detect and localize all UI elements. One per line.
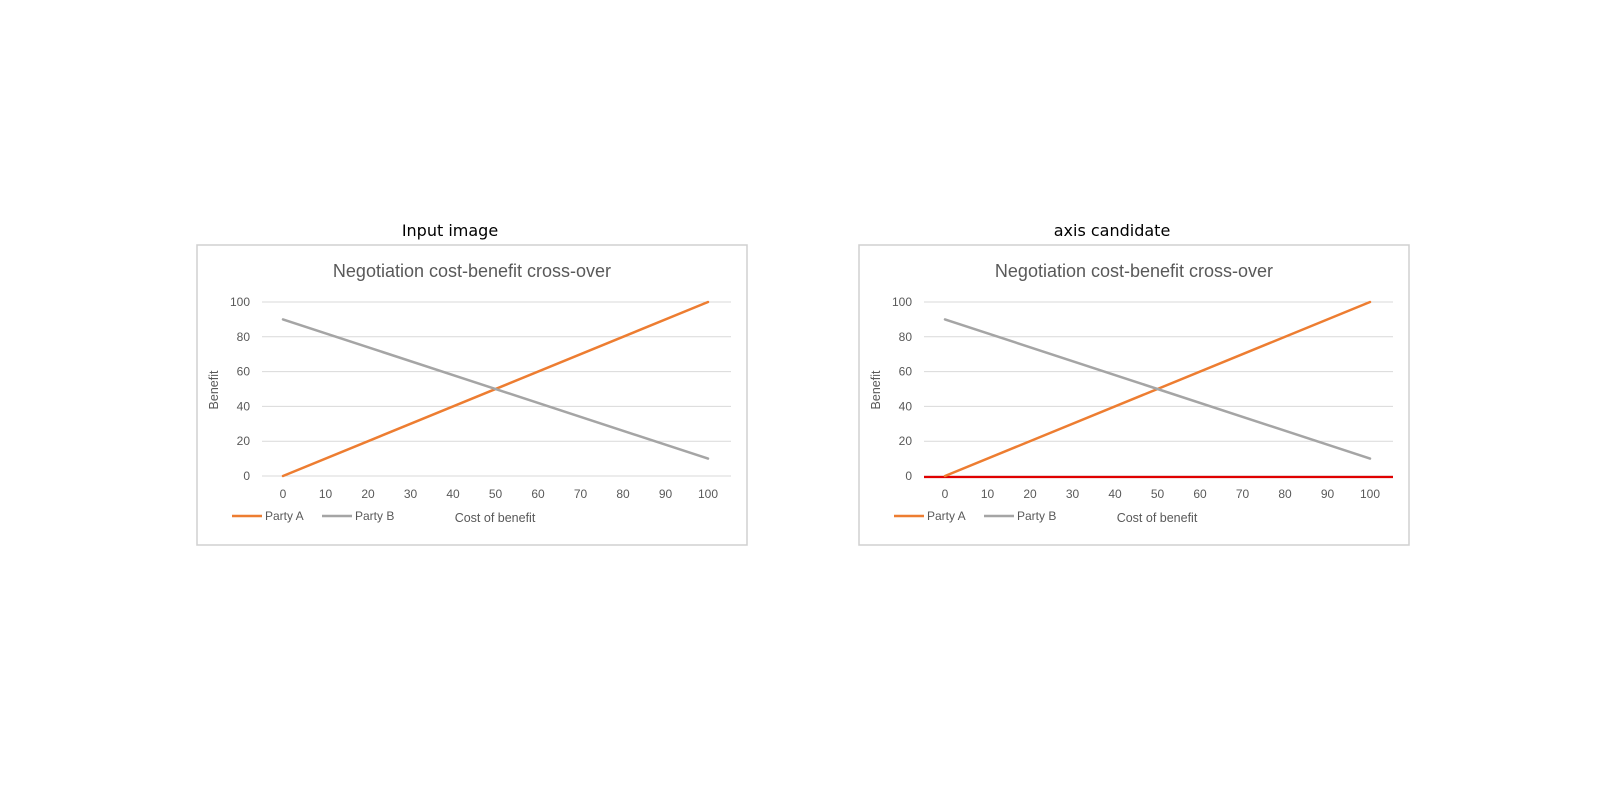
y-tick-label: 40 [237,399,251,413]
y-tick-label: 80 [899,330,913,344]
y-tick-label: 0 [905,469,912,483]
series-line-party-b [943,318,1372,460]
x-tick-label: 10 [981,487,995,501]
y-tick-label: 0 [243,469,250,483]
y-tick-label: 20 [237,434,251,448]
chart-title: Negotiation cost-benefit cross-over [995,261,1273,281]
y-tick-label: 40 [899,399,913,413]
panel-caption: axis candidate [1054,221,1171,240]
chart-title: Negotiation cost-benefit cross-over [333,261,611,281]
x-tick-label: 50 [1151,487,1165,501]
x-tick-label: 60 [1193,487,1207,501]
legend-label: Party B [1017,509,1056,523]
x-tick-label: 100 [1360,487,1380,501]
x-tick-label: 40 [1108,487,1122,501]
legend-label: Party B [355,509,394,523]
chart-frame [196,244,748,546]
chart-panel-2: axis candidate Negotiation cost-benefit c… [858,221,1410,546]
x-tick-label: 90 [1321,487,1335,501]
x-tick-label: 0 [280,487,287,501]
x-tick-label: 100 [698,487,718,501]
x-tick-label: 80 [1278,487,1292,501]
x-tick-label: 60 [531,487,545,501]
legend-label: Party A [265,509,304,523]
y-tick-label: 100 [892,295,912,309]
y-axis-title: Benefit [869,370,883,409]
y-tick-label: 60 [237,365,251,379]
x-tick-label: 30 [1066,487,1080,501]
y-axis-title: Benefit [207,370,221,409]
y-tick-label: 100 [230,295,250,309]
x-tick-label: 90 [659,487,673,501]
x-axis-title: Cost of benefit [455,511,536,525]
x-tick-label: 40 [446,487,460,501]
x-tick-label: 50 [489,487,503,501]
x-tick-label: 70 [1236,487,1250,501]
chart-frame [858,244,1410,546]
x-tick-label: 20 [361,487,375,501]
panel-caption: Input image [402,221,498,240]
y-tick-label: 20 [899,434,913,448]
x-axis-title: Cost of benefit [1117,511,1198,525]
x-tick-label: 0 [942,487,949,501]
x-tick-label: 70 [574,487,588,501]
legend-label: Party A [927,509,966,523]
x-tick-label: 20 [1023,487,1037,501]
chart-panel-1: Input image Negotiation cost-benefit cros… [196,221,748,546]
series-line-party-b [281,318,710,460]
x-tick-label: 80 [616,487,630,501]
x-tick-label: 10 [319,487,333,501]
x-tick-label: 30 [404,487,418,501]
y-tick-label: 60 [899,365,913,379]
y-tick-label: 80 [237,330,251,344]
